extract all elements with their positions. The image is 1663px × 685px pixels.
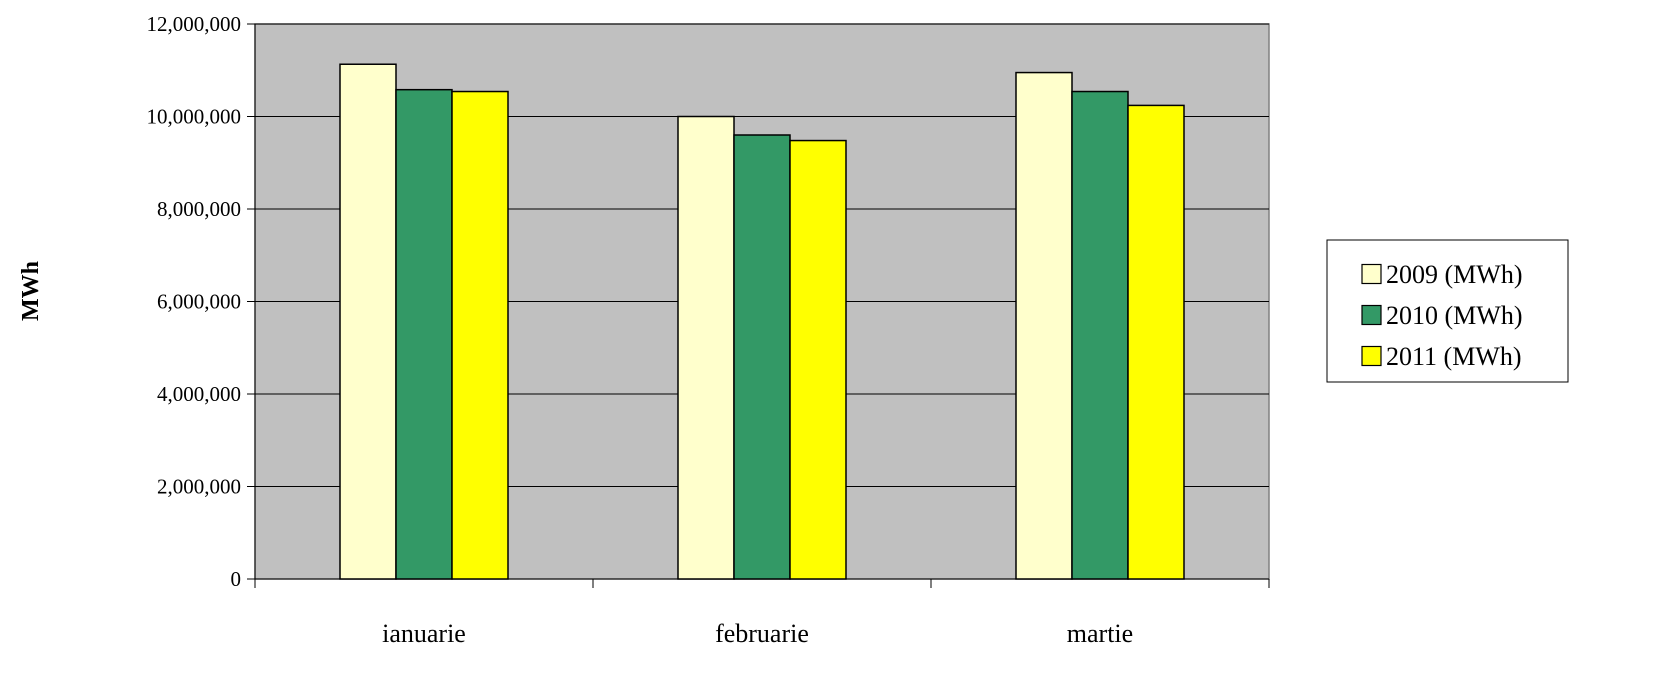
bar — [677, 115, 735, 580]
y-tick-label: 8,000,000 — [157, 197, 241, 221]
x-category-label: martie — [1067, 619, 1133, 648]
legend-swatch — [1361, 263, 1382, 285]
legend-swatch — [1361, 304, 1382, 326]
x-category-label: ianuarie — [382, 619, 466, 648]
axes — [247, 23, 1270, 588]
y-tick-label: 4,000,000 — [157, 382, 241, 406]
y-tick-label: 0 — [231, 567, 242, 591]
legend-label: 2009 (MWh) — [1386, 260, 1522, 289]
legend-swatch — [1361, 345, 1382, 367]
bar — [733, 134, 791, 580]
y-tick-label: 2,000,000 — [157, 475, 241, 499]
y-tick-label: 12,000,000 — [147, 12, 242, 36]
y-tick-label: 6,000,000 — [157, 290, 241, 314]
legend-label: 2011 (MWh) — [1386, 342, 1522, 371]
x-category-labels: ianuarie februarie martie — [382, 619, 1133, 648]
bar — [1015, 71, 1073, 580]
bars — [339, 63, 1185, 580]
y-tick-label: 10,000,000 — [147, 105, 242, 129]
y-tick-labels: 0 2,000,000 4,000,000 6,000,000 8,000,000 10,… — [147, 12, 242, 591]
x-category-label: februarie — [715, 619, 809, 648]
bar — [1071, 90, 1129, 580]
y-axis-title: MWh — [18, 261, 44, 321]
bar — [451, 90, 509, 580]
bar — [339, 63, 397, 580]
bar — [789, 139, 847, 580]
bar — [1127, 104, 1185, 580]
legend-label: 2010 (MWh) — [1386, 301, 1522, 330]
bar — [395, 88, 453, 580]
legend: 2009 (MWh) 2010 (MWh) 2011 (MWh) — [1326, 239, 1569, 383]
